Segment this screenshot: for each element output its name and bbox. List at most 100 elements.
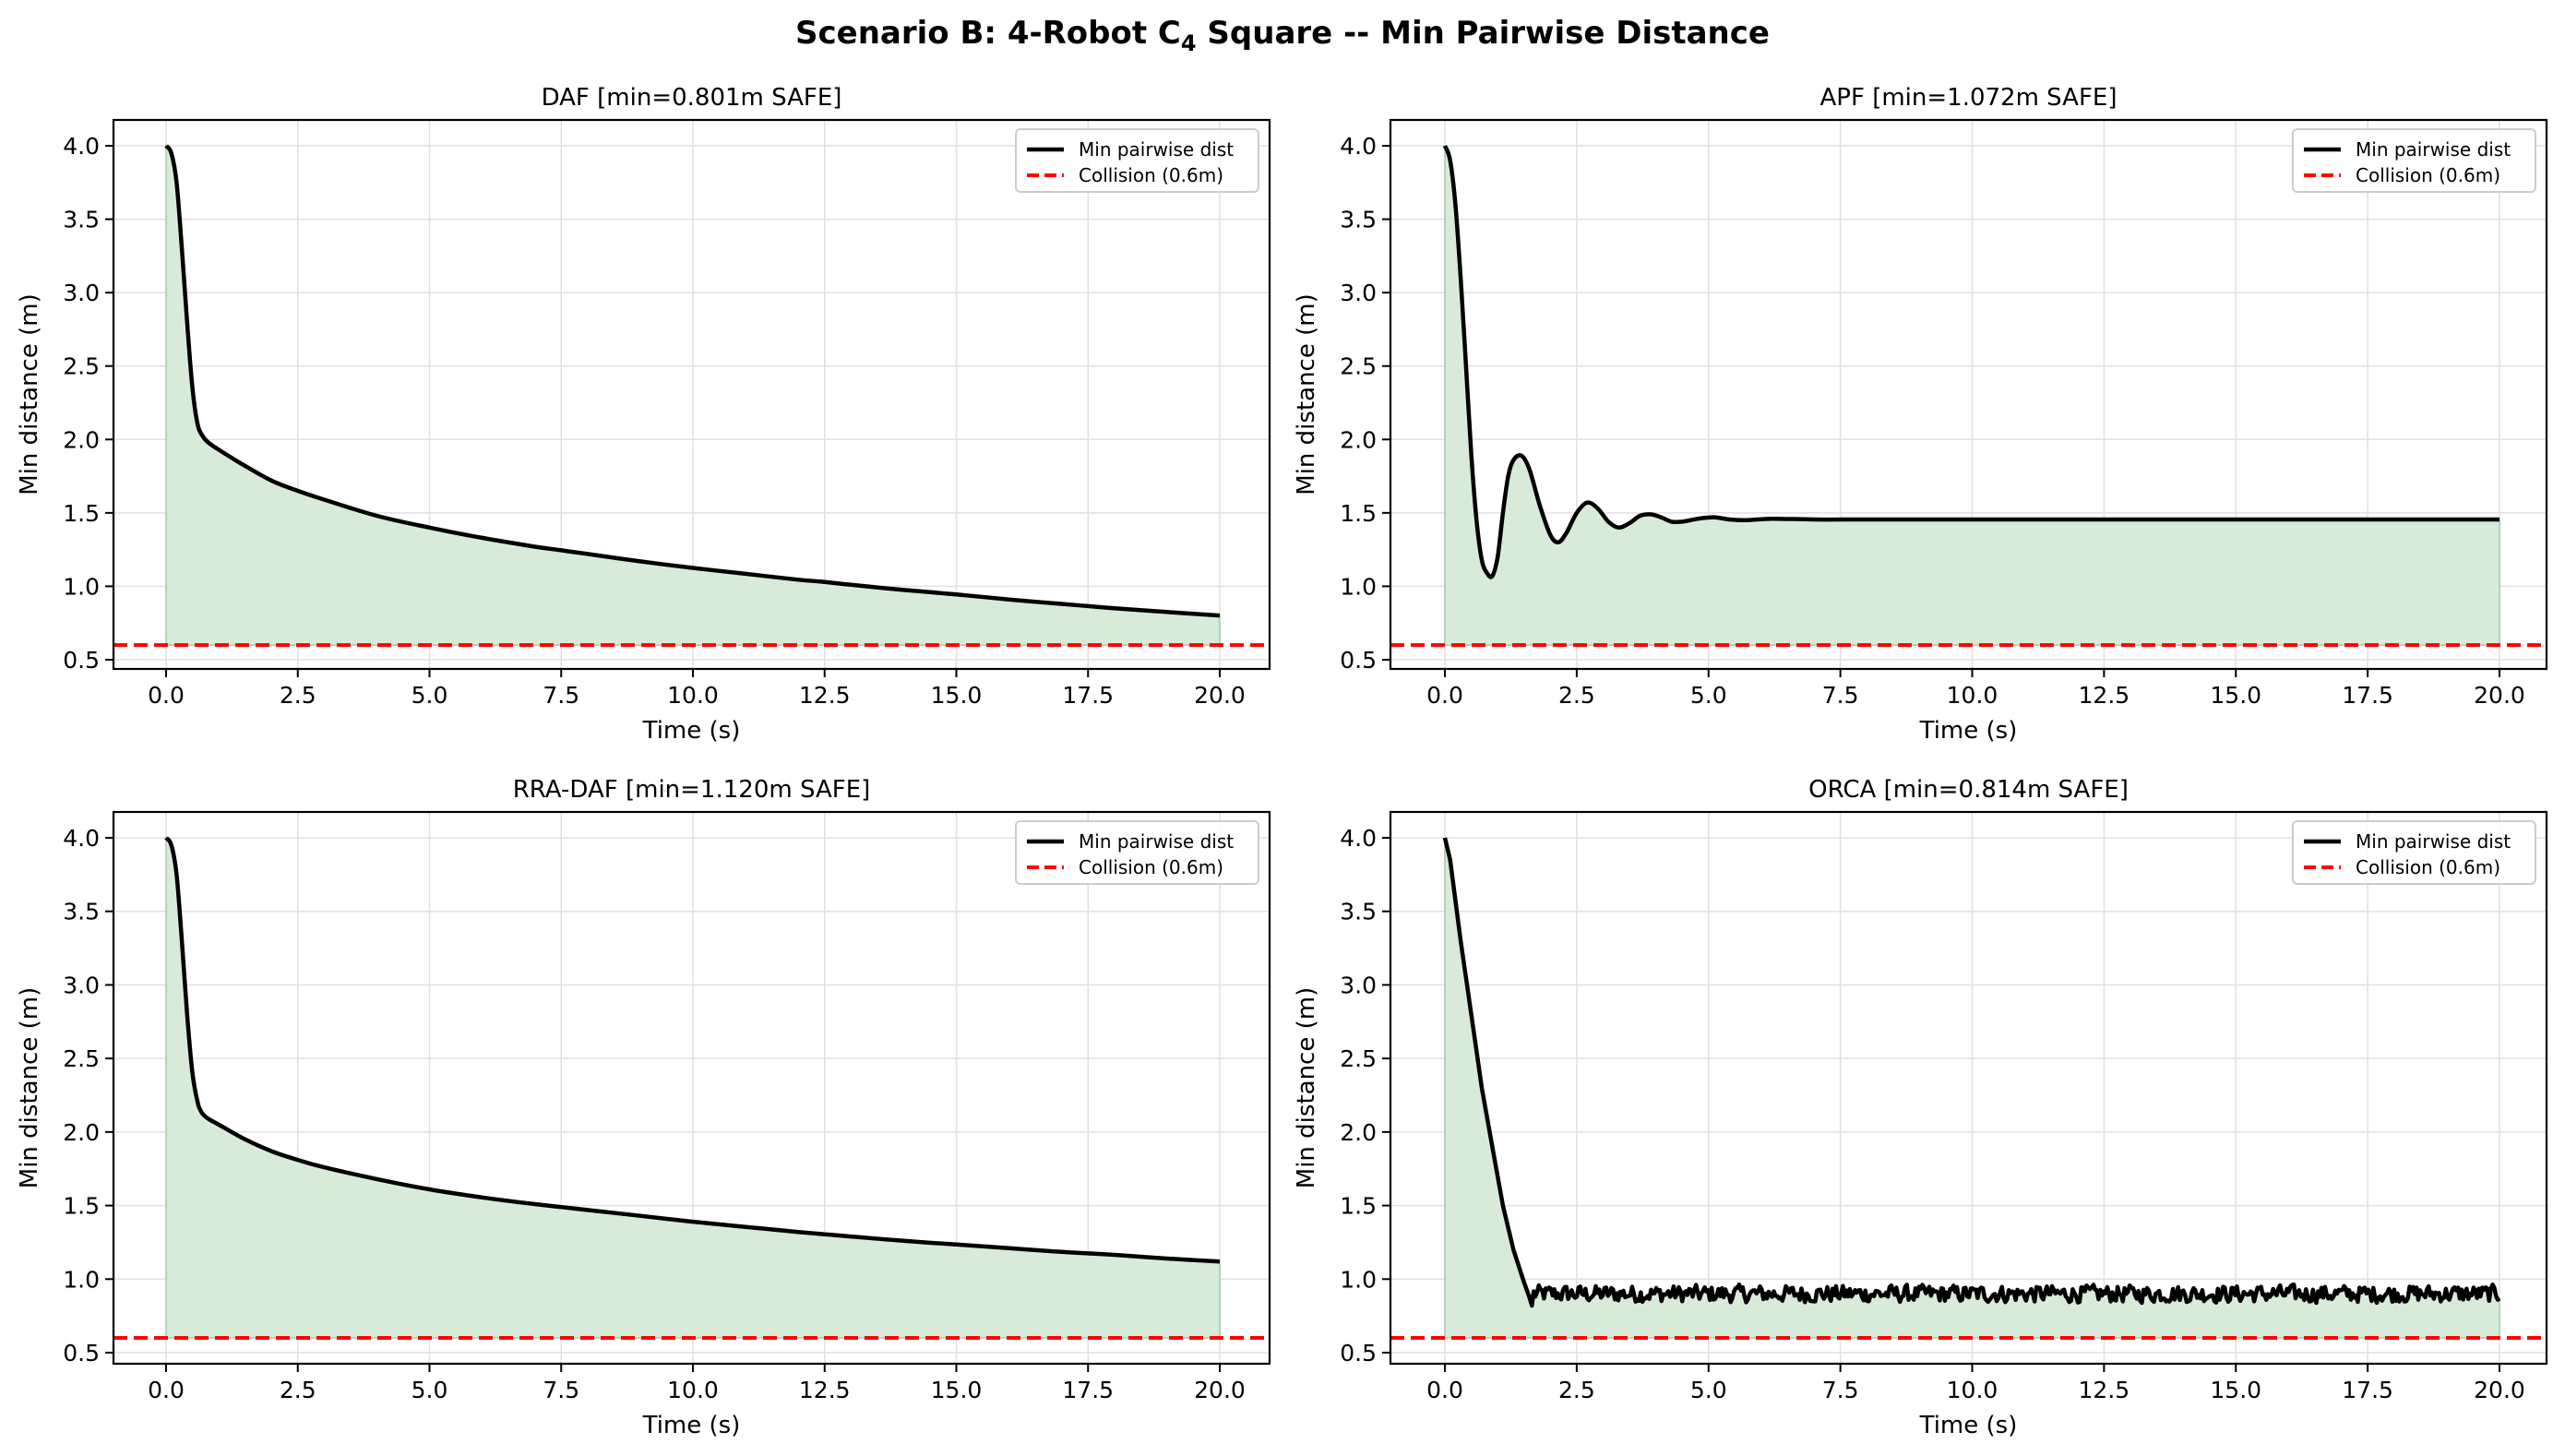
x-tick-label: 12.5 [2079, 682, 2130, 709]
min-distance-line [1442, 145, 2499, 579]
y-tick-label: 1.0 [1340, 573, 1377, 600]
y-tick-label: 3.0 [1340, 972, 1377, 998]
x-tick-label: 17.5 [1062, 1377, 1114, 1403]
y-tick-label: 0.5 [63, 647, 100, 674]
x-tick-label: 10.0 [667, 1377, 719, 1403]
legend-label-min-dist: Min pairwise dist [2356, 830, 2511, 853]
y-tick-label: 3.0 [63, 280, 100, 306]
y-tick-label: 2.5 [63, 353, 100, 380]
x-tick-label: 20.0 [2474, 1377, 2525, 1403]
legend-label-collision: Collision (0.6m) [1079, 164, 1223, 186]
legend-label-min-dist: Min pairwise dist [1079, 138, 1234, 161]
y-tick-label: 2.5 [63, 1045, 100, 1072]
y-tick-label: 3.5 [63, 207, 100, 233]
x-tick-label: 12.5 [799, 682, 851, 709]
x-axis-label: Time (s) [642, 717, 741, 745]
axes-frame [1389, 118, 2548, 671]
axes-frame [112, 810, 1271, 1366]
x-tick-label: 0.0 [148, 1377, 185, 1403]
y-tick-label: 1.5 [63, 1193, 100, 1220]
x-tick-label: 15.0 [931, 1377, 983, 1403]
y-tick-label: 1.0 [63, 573, 100, 600]
x-tick-label: 7.5 [543, 682, 579, 709]
legend-label-min-dist: Min pairwise dist [1079, 830, 1234, 853]
y-axis-label: Min distance (m) [16, 987, 43, 1188]
x-tick-label: 17.5 [2342, 682, 2393, 709]
x-tick-label: 10.0 [667, 682, 719, 709]
min-distance-line [1442, 837, 2501, 1308]
subplot-title: APF [min=1.072m SAFE] [1820, 84, 2118, 112]
legend-label-collision: Collision (0.6m) [1079, 856, 1223, 878]
y-axis-label: Min distance (m) [1293, 987, 1320, 1188]
x-tick-label: 20.0 [2474, 682, 2525, 709]
subplot-daf: 0.0 2.5 5.0 7.5 10.0 12.5 15.0 17.5 20.0 0.5 1.0 1.… [16, 84, 1271, 745]
y-tick-label: 1.5 [1340, 500, 1377, 527]
x-tick-label: 15.0 [2210, 682, 2261, 709]
y-tick-label: 2.0 [1340, 1119, 1377, 1146]
y-tick-label: 0.5 [1340, 1340, 1377, 1366]
y-tick-label: 2.0 [1340, 426, 1377, 453]
y-tick-label: 3.0 [63, 972, 100, 998]
legend: Min pairwise dist Collision (0.6m) [2292, 820, 2536, 885]
x-tick-label: 2.5 [1558, 1377, 1595, 1403]
y-tick-label: 4.0 [63, 133, 100, 160]
x-tick-label: 7.5 [1822, 1377, 1859, 1403]
x-tick-label: 5.0 [412, 1377, 448, 1403]
legend-label-collision: Collision (0.6m) [2356, 856, 2500, 878]
x-tick-label: 20.0 [1194, 1377, 1246, 1403]
y-tick-label: 3.0 [1340, 280, 1377, 306]
x-tick-label: 2.5 [1558, 682, 1595, 709]
subplot-title: DAF [min=0.801m SAFE] [542, 84, 842, 112]
y-axis-label: Min distance (m) [16, 293, 43, 495]
x-axis-label: Time (s) [642, 1412, 741, 1439]
min-distance-line [164, 836, 1221, 1264]
y-tick-label: 3.5 [1340, 899, 1377, 925]
y-tick-label: 1.0 [1340, 1266, 1377, 1293]
subplot-apf: 0.0 2.5 5.0 7.5 10.0 12.5 15.0 17.5 20.0 0.5 1.0 1.… [1293, 84, 2548, 745]
axes-frame [112, 118, 1271, 671]
y-tick-label: 2.5 [1340, 1045, 1377, 1072]
x-tick-label: 20.0 [1194, 682, 1246, 709]
x-tick-label: 17.5 [1062, 682, 1114, 709]
y-tick-label: 1.5 [63, 500, 100, 527]
x-tick-label: 10.0 [1947, 1377, 1998, 1403]
x-tick-label: 5.0 [1690, 1377, 1727, 1403]
x-tick-label: 12.5 [799, 1377, 851, 1403]
x-tick-label: 15.0 [2210, 1377, 2261, 1403]
subplot-orca: 0.0 2.5 5.0 7.5 10.0 12.5 15.0 17.5 20.0 0.5 1.0 1.… [1293, 776, 2548, 1439]
legend: Min pairwise dist Collision (0.6m) [1015, 820, 1259, 885]
x-tick-label: 5.0 [1690, 682, 1727, 709]
min-distance-line [164, 144, 1221, 618]
y-tick-label: 0.5 [63, 1340, 100, 1366]
x-tick-label: 12.5 [2079, 1377, 2130, 1403]
legend: Min pairwise dist Collision (0.6m) [2292, 128, 2536, 193]
axes-frame [1389, 810, 2548, 1366]
y-tick-label: 2.0 [63, 1119, 100, 1146]
legend: Min pairwise dist Collision (0.6m) [1015, 128, 1259, 193]
x-tick-label: 0.0 [1426, 1377, 1463, 1403]
y-tick-label: 4.0 [63, 825, 100, 852]
x-tick-label: 15.0 [931, 682, 983, 709]
y-tick-label: 4.0 [1340, 825, 1377, 852]
x-tick-label: 7.5 [1822, 682, 1859, 709]
x-tick-label: 0.0 [1426, 682, 1463, 709]
y-tick-label: 3.5 [63, 899, 100, 925]
y-axis-label: Min distance (m) [1293, 293, 1320, 495]
y-tick-label: 0.5 [1340, 647, 1377, 674]
y-tick-label: 2.5 [1340, 353, 1377, 380]
x-axis-label: Time (s) [1919, 717, 2018, 745]
x-tick-label: 17.5 [2342, 1377, 2393, 1403]
y-tick-label: 1.5 [1340, 1193, 1377, 1220]
subplot-title: ORCA [min=0.814m SAFE] [1808, 776, 2129, 804]
x-tick-label: 0.0 [148, 682, 185, 709]
legend-label-collision: Collision (0.6m) [2356, 164, 2500, 186]
x-tick-label: 2.5 [280, 1377, 316, 1403]
subplot-title: RRA-DAF [min=1.120m SAFE] [513, 776, 871, 804]
x-tick-label: 2.5 [280, 682, 316, 709]
y-tick-label: 2.0 [63, 426, 100, 453]
y-tick-label: 4.0 [1340, 133, 1377, 160]
y-tick-label: 1.0 [63, 1266, 100, 1293]
x-tick-label: 7.5 [543, 1377, 579, 1403]
x-axis-label: Time (s) [1919, 1412, 2018, 1439]
